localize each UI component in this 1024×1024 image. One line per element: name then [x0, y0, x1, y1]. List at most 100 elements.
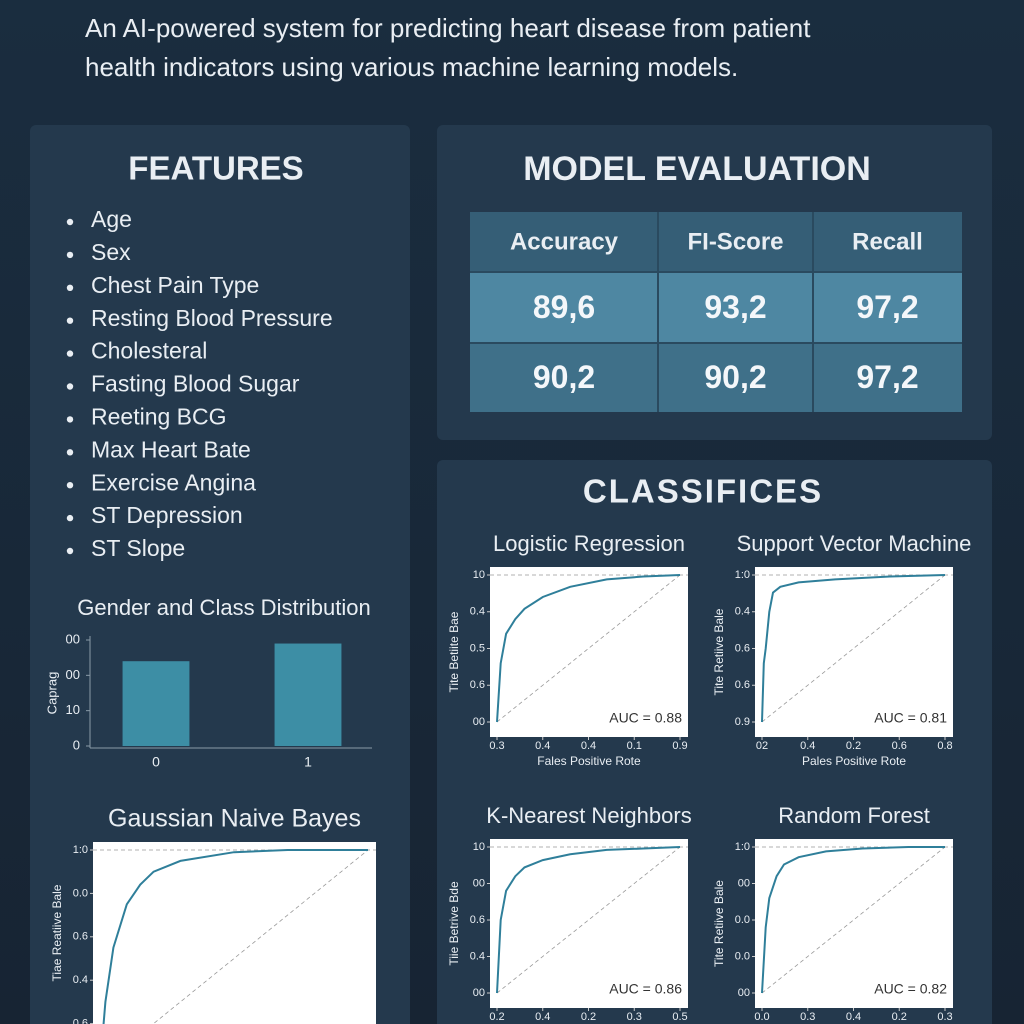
- x-tick-label: 0.5: [672, 1011, 687, 1023]
- table-cell: 93,2: [704, 289, 766, 325]
- y-tick-label: 0.4: [735, 606, 750, 618]
- y-tick-label: 0.4: [470, 606, 485, 618]
- auc-annotation: AUC = 0.88: [609, 710, 682, 726]
- y-tick-label: 1:0: [735, 841, 750, 853]
- feature-item: ST Depression: [91, 502, 243, 528]
- x-tick-label: 0.3: [627, 1011, 642, 1023]
- x-axis-label: Pales Positive Rote: [802, 754, 906, 768]
- y-tick-label: 0.4: [470, 950, 485, 962]
- y-tick-label: 0.6: [470, 914, 485, 926]
- bullet: [66, 251, 74, 259]
- roc-curve: [496, 846, 681, 994]
- feature-item: Fasting Blood Sugar: [91, 371, 300, 397]
- x-tick-label: 0.2: [489, 1011, 504, 1023]
- x-axis-label: Fales Positive Rote: [537, 754, 641, 768]
- y-tick-label: 0.0: [73, 887, 88, 899]
- bullet: [66, 317, 74, 324]
- table-header: FI-Score: [687, 228, 783, 255]
- table-cell: 97,2: [856, 289, 918, 325]
- x-tick-label: 0.9: [672, 740, 687, 752]
- x-tick-label: 0.8: [937, 740, 952, 752]
- feature-item: Age: [91, 206, 132, 232]
- x-tick-label: 0.2: [892, 1011, 907, 1023]
- table-cell: 97,2: [856, 359, 918, 395]
- y-axis-label: Tiie Betrive Bde: [447, 881, 461, 966]
- plot-area: [490, 567, 688, 737]
- y-tick-label: 00: [473, 877, 485, 889]
- x-tick-label: 0.3: [937, 1011, 952, 1023]
- table-row-bg: [470, 343, 962, 412]
- x-tick-label: 0.3: [489, 740, 504, 752]
- table-row-bg: [470, 272, 962, 343]
- plot-area: [755, 567, 953, 737]
- x-tick-label: 0.1: [627, 740, 642, 752]
- x-tick-label: 0.4: [535, 740, 550, 752]
- chart-title: Gaussian Naive Bayes: [108, 805, 361, 833]
- y-tick-label: 00: [473, 987, 485, 999]
- roc-curve: [496, 574, 681, 723]
- y-tick-label: 0.6: [73, 931, 88, 943]
- plot-area: [93, 842, 376, 1024]
- y-tick-label: 0: [73, 737, 80, 752]
- x-tick-label: 0.4: [581, 740, 596, 752]
- y-tick-label: 00: [738, 987, 750, 999]
- feature-item: Resting Blood Pressure: [91, 305, 333, 331]
- feature-item: Chest Pain Type: [91, 272, 259, 298]
- plot-area: [490, 839, 688, 1008]
- y-axis-label: Tiae Reatiive Bale: [50, 884, 64, 981]
- table-cell: 90,2: [533, 359, 595, 395]
- y-tick-label: 10: [473, 841, 485, 853]
- features-title: FEATURES: [128, 150, 303, 187]
- roc-curve: [761, 574, 946, 723]
- y-tick-label: 0.5: [470, 642, 485, 654]
- x-tick-label: 0.2: [846, 740, 861, 752]
- y-tick-label: 1:0: [735, 569, 750, 581]
- x-tick-label: 0.4: [535, 1011, 550, 1023]
- description: health indicators using various machine …: [85, 52, 738, 82]
- auc-annotation: AUC = 0.86: [609, 981, 682, 997]
- features-panel: [30, 125, 410, 1024]
- y-tick-label: 0.6: [470, 679, 485, 691]
- bullet: [66, 218, 74, 226]
- auc-annotation: AUC = 0.82: [874, 981, 947, 997]
- bullet: [66, 416, 74, 423]
- y-tick-label: 10: [66, 702, 80, 717]
- feature-item: Reeting BCG: [91, 403, 227, 429]
- description: An AI-powered system for predicting hear…: [85, 13, 811, 43]
- x-tick-label: 0.4: [800, 740, 815, 752]
- y-axis-label: Caprag: [44, 672, 59, 715]
- table-header: Accuracy: [510, 228, 619, 255]
- y-tick-label: 00: [66, 667, 80, 682]
- bullet: [66, 350, 74, 357]
- chart-title: Logistic Regression: [493, 531, 685, 556]
- y-tick-label: 0.6: [73, 1018, 88, 1024]
- table-header: Recall: [852, 228, 923, 255]
- x-tick-label: 1: [304, 754, 312, 770]
- y-axis-label: Tite Betiite Bae: [447, 611, 461, 692]
- auc-annotation: AUC = 0.81: [874, 710, 947, 726]
- chart-title: Gender and Class Distribution: [77, 595, 370, 620]
- chart-title: K-Nearest Neighbors: [486, 803, 691, 828]
- table-cell: 90,2: [704, 359, 766, 395]
- y-tick-label: 00: [738, 877, 750, 889]
- y-tick-label: 00: [66, 631, 80, 646]
- x-tick-label: 0.4: [846, 1011, 861, 1023]
- bar: [274, 643, 342, 746]
- y-axis-label: Tite Retiive Bale: [712, 608, 726, 695]
- evaluation-title: MODEL EVALUATION: [523, 150, 871, 188]
- x-tick-label: 0.3: [800, 1011, 815, 1023]
- feature-item: Exercise Angina: [91, 469, 256, 495]
- feature-item: Cholesteral: [91, 338, 207, 364]
- bullet: [66, 514, 74, 522]
- x-tick-label: 0: [152, 754, 160, 770]
- roc-curve: [761, 846, 945, 994]
- plot-area: [755, 839, 953, 1008]
- y-tick-label: 1:0: [73, 844, 88, 856]
- feature-item: Max Heart Bate: [91, 436, 251, 462]
- y-tick-label: 0.0: [735, 914, 750, 926]
- y-tick-label: 0.0: [735, 950, 750, 962]
- classifiers-title: CLASSIFICES: [583, 473, 823, 510]
- bullet: [66, 284, 74, 291]
- y-tick-label: 0.4: [73, 974, 88, 986]
